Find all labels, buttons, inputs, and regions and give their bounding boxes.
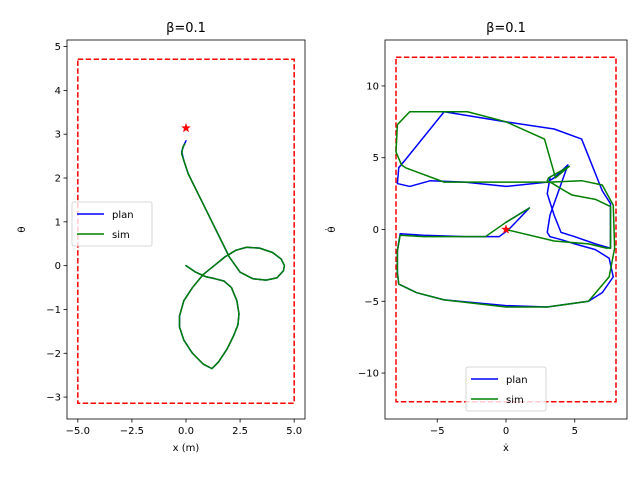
chart-0-ytick-label: 5 bbox=[55, 42, 61, 53]
chart-1-xtick-label: 5 bbox=[572, 426, 578, 437]
chart-1-legend-sim-label: sim bbox=[506, 395, 524, 406]
chart-0-legend-box bbox=[71, 201, 153, 247]
chart-1-series-sim-line bbox=[395, 111, 616, 308]
chart-1-xtick-label: 0 bbox=[503, 426, 509, 437]
chart-0-xtick-label: 5.0 bbox=[286, 426, 302, 437]
chart-0-xtick-label: −5.0 bbox=[66, 426, 90, 437]
chart-0-ytick-label: −2 bbox=[46, 349, 61, 360]
chart-0-ytick-label: −3 bbox=[46, 393, 61, 404]
chart-thetadot-vs-xdot: −5 0 5 −10 −5 0 5 10 β=0.1 ẋ θ̇ plan sim bbox=[324, 21, 628, 454]
chart-0-ytick-label: −1 bbox=[46, 305, 61, 316]
chart-0-xtick-label: 2.5 bbox=[232, 426, 248, 437]
chart-0-legend-plan-label: plan bbox=[112, 210, 134, 221]
chart-1-ytick-label: 5 bbox=[373, 153, 379, 164]
chart-0-legend-sim-label: sim bbox=[112, 230, 130, 241]
chart-0-series-group bbox=[178, 140, 286, 370]
chart-0-ytick-label: 1 bbox=[55, 217, 61, 228]
chart-0-xtick-label: 0.0 bbox=[178, 426, 194, 437]
chart-0-ytick-label: 2 bbox=[55, 174, 61, 185]
chart-1-legend-plan-label: plan bbox=[506, 375, 528, 386]
chart-1-ytick-label: −5 bbox=[364, 297, 379, 308]
chart-0-title: β=0.1 bbox=[166, 21, 206, 36]
chart-0-xtick-label: −2.5 bbox=[120, 426, 144, 437]
chart-theta-vs-x: −5.0 −2.5 0.0 2.5 5.0 −3 −2 −1 0 1 2 3 4 5 β=0.1 x (m) θ… bbox=[17, 21, 306, 454]
chart-1-series-group bbox=[395, 111, 616, 308]
chart-1-ylabel: θ̇ bbox=[324, 226, 338, 232]
chart-1-ytick-label: 0 bbox=[373, 225, 379, 236]
chart-0-ytick-label: 3 bbox=[55, 130, 61, 141]
chart-1-ytick-label: 10 bbox=[366, 81, 379, 92]
chart-0-ytick-label: 0 bbox=[55, 261, 61, 272]
chart-1-goal-star-marker bbox=[500, 224, 512, 234]
chart-0-ytick-label: 4 bbox=[55, 86, 61, 97]
chart-1-legend-box bbox=[465, 366, 547, 412]
chart-0-goal-star-marker bbox=[180, 122, 192, 133]
chart-0-ylabel: θ bbox=[17, 226, 28, 232]
chart-0-xlabel: x (m) bbox=[173, 443, 200, 454]
chart-1-xtick-label: −5 bbox=[430, 426, 445, 437]
chart-1-xlabel: ẋ bbox=[503, 443, 509, 454]
chart-0-series-sim-line bbox=[178, 143, 286, 370]
chart-1-ytick-label: −10 bbox=[358, 369, 379, 380]
chart-1-title: β=0.1 bbox=[486, 21, 526, 36]
